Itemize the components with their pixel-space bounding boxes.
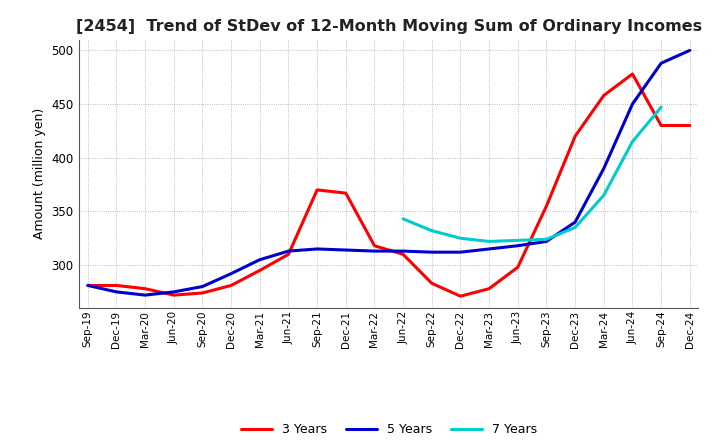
5 Years	[685, 48, 694, 53]
Line: 5 Years: 5 Years	[88, 50, 690, 295]
3 Years	[141, 286, 150, 291]
Line: 7 Years: 7 Years	[403, 107, 661, 242]
5 Years	[399, 249, 408, 254]
Y-axis label: Amount (million yen): Amount (million yen)	[33, 108, 46, 239]
5 Years	[485, 246, 493, 252]
5 Years	[112, 289, 121, 294]
5 Years	[284, 249, 293, 254]
5 Years	[600, 166, 608, 171]
5 Years	[542, 239, 551, 244]
Legend: 3 Years, 5 Years, 7 Years: 3 Years, 5 Years, 7 Years	[235, 418, 542, 440]
5 Years	[370, 249, 379, 254]
7 Years	[399, 216, 408, 221]
3 Years	[456, 293, 465, 299]
5 Years	[312, 246, 321, 252]
5 Years	[198, 284, 207, 289]
Line: 3 Years: 3 Years	[88, 74, 690, 296]
5 Years	[628, 101, 636, 106]
5 Years	[428, 249, 436, 255]
3 Years	[312, 187, 321, 193]
7 Years	[628, 139, 636, 144]
3 Years	[571, 134, 580, 139]
5 Years	[84, 283, 92, 288]
3 Years	[112, 283, 121, 288]
3 Years	[370, 243, 379, 248]
3 Years	[428, 281, 436, 286]
3 Years	[542, 203, 551, 209]
3 Years	[485, 286, 493, 291]
7 Years	[600, 193, 608, 198]
3 Years	[513, 264, 522, 270]
5 Years	[571, 220, 580, 225]
5 Years	[227, 271, 235, 276]
3 Years	[84, 283, 92, 288]
7 Years	[571, 225, 580, 230]
3 Years	[284, 252, 293, 257]
3 Years	[399, 252, 408, 257]
3 Years	[256, 268, 264, 273]
5 Years	[341, 247, 350, 253]
7 Years	[542, 237, 551, 242]
7 Years	[428, 228, 436, 233]
3 Years	[341, 191, 350, 196]
5 Years	[169, 289, 178, 294]
7 Years	[456, 235, 465, 241]
3 Years	[198, 290, 207, 296]
3 Years	[657, 123, 665, 128]
5 Years	[141, 293, 150, 298]
3 Years	[685, 123, 694, 128]
5 Years	[657, 61, 665, 66]
3 Years	[227, 283, 235, 288]
5 Years	[456, 249, 465, 255]
7 Years	[657, 105, 665, 110]
7 Years	[485, 239, 493, 244]
3 Years	[600, 93, 608, 98]
5 Years	[513, 243, 522, 248]
3 Years	[169, 293, 178, 298]
5 Years	[256, 257, 264, 262]
7 Years	[513, 238, 522, 243]
3 Years	[628, 71, 636, 77]
Title: [2454]  Trend of StDev of 12-Month Moving Sum of Ordinary Incomes: [2454] Trend of StDev of 12-Month Moving…	[76, 19, 702, 34]
